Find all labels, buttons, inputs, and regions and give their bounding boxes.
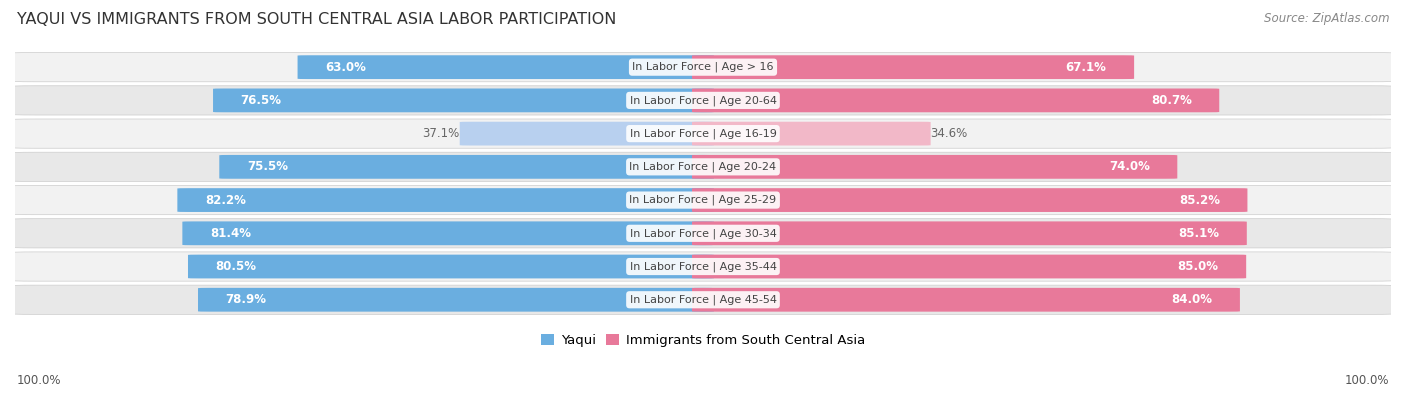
Legend: Yaqui, Immigrants from South Central Asia: Yaqui, Immigrants from South Central Asi… <box>541 334 865 347</box>
FancyBboxPatch shape <box>8 252 1398 281</box>
FancyBboxPatch shape <box>692 88 1219 112</box>
Text: 84.0%: 84.0% <box>1171 293 1212 306</box>
FancyBboxPatch shape <box>8 152 1398 181</box>
FancyBboxPatch shape <box>198 288 714 312</box>
Text: In Labor Force | Age 20-24: In Labor Force | Age 20-24 <box>630 162 776 172</box>
FancyBboxPatch shape <box>8 119 1398 148</box>
Text: In Labor Force | Age > 16: In Labor Force | Age > 16 <box>633 62 773 72</box>
FancyBboxPatch shape <box>692 255 1246 278</box>
FancyBboxPatch shape <box>692 288 1240 312</box>
FancyBboxPatch shape <box>8 285 1398 314</box>
Text: 63.0%: 63.0% <box>325 61 366 73</box>
Text: 37.1%: 37.1% <box>422 127 460 140</box>
Text: 67.1%: 67.1% <box>1066 61 1107 73</box>
Text: In Labor Force | Age 35-44: In Labor Force | Age 35-44 <box>630 261 776 272</box>
FancyBboxPatch shape <box>8 219 1398 248</box>
FancyBboxPatch shape <box>214 88 714 112</box>
FancyBboxPatch shape <box>8 86 1398 115</box>
Text: 85.2%: 85.2% <box>1178 194 1220 207</box>
Text: 78.9%: 78.9% <box>225 293 267 306</box>
FancyBboxPatch shape <box>692 188 1247 212</box>
FancyBboxPatch shape <box>692 55 1135 79</box>
Text: 34.6%: 34.6% <box>931 127 967 140</box>
Text: 100.0%: 100.0% <box>17 374 62 387</box>
FancyBboxPatch shape <box>188 255 714 278</box>
FancyBboxPatch shape <box>219 155 714 179</box>
Text: In Labor Force | Age 30-34: In Labor Force | Age 30-34 <box>630 228 776 239</box>
Text: 81.4%: 81.4% <box>209 227 250 240</box>
Text: YAQUI VS IMMIGRANTS FROM SOUTH CENTRAL ASIA LABOR PARTICIPATION: YAQUI VS IMMIGRANTS FROM SOUTH CENTRAL A… <box>17 12 616 27</box>
FancyBboxPatch shape <box>692 222 1247 245</box>
Text: 100.0%: 100.0% <box>1344 374 1389 387</box>
Text: 75.5%: 75.5% <box>247 160 288 173</box>
FancyBboxPatch shape <box>8 185 1398 215</box>
Text: 80.5%: 80.5% <box>215 260 256 273</box>
Text: In Labor Force | Age 25-29: In Labor Force | Age 25-29 <box>630 195 776 205</box>
Text: 85.0%: 85.0% <box>1178 260 1219 273</box>
Text: 76.5%: 76.5% <box>240 94 281 107</box>
FancyBboxPatch shape <box>692 122 931 145</box>
Text: In Labor Force | Age 45-54: In Labor Force | Age 45-54 <box>630 295 776 305</box>
Text: In Labor Force | Age 20-64: In Labor Force | Age 20-64 <box>630 95 776 105</box>
FancyBboxPatch shape <box>177 188 714 212</box>
FancyBboxPatch shape <box>460 122 714 145</box>
Text: 82.2%: 82.2% <box>205 194 246 207</box>
Text: Source: ZipAtlas.com: Source: ZipAtlas.com <box>1264 12 1389 25</box>
Text: 74.0%: 74.0% <box>1109 160 1150 173</box>
Text: In Labor Force | Age 16-19: In Labor Force | Age 16-19 <box>630 128 776 139</box>
Text: 80.7%: 80.7% <box>1152 94 1192 107</box>
FancyBboxPatch shape <box>8 53 1398 82</box>
FancyBboxPatch shape <box>298 55 714 79</box>
FancyBboxPatch shape <box>692 155 1177 179</box>
FancyBboxPatch shape <box>183 222 714 245</box>
Text: 85.1%: 85.1% <box>1178 227 1219 240</box>
